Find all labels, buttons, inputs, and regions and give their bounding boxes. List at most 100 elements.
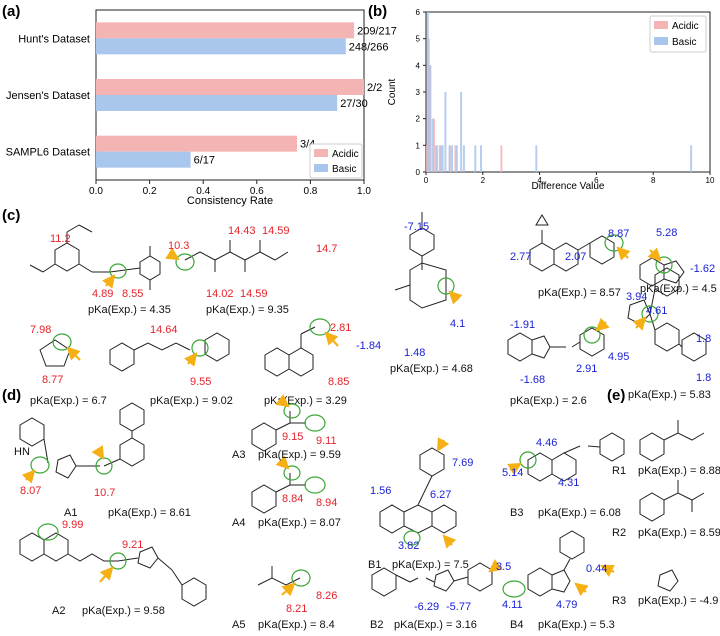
panel-e-structures	[639, 420, 705, 592]
label-B1-4: 3.82	[398, 540, 419, 552]
legend-label-acidic: Acidic	[332, 149, 359, 160]
panel-d-highlight-circles	[30, 403, 537, 598]
chart-b-ylabel: Count	[387, 78, 398, 105]
pka-A4: pKa(Exp.) = 8.07	[258, 517, 341, 529]
pka-A1: pKa(Exp.) = 8.61	[108, 507, 191, 519]
pka-A3: pKa(Exp.) = 9.59	[258, 449, 341, 461]
chart-a-data-label: 2/2	[367, 82, 382, 94]
chart-a-tick-label: 0.0	[89, 186, 103, 197]
label-B3-2: 5.14	[502, 467, 523, 479]
pka-R2: pKa(Exp.) = 8.59	[638, 527, 720, 539]
chart-b-bar-basic	[460, 92, 463, 172]
chart-b-legend: Acidic Basic	[649, 15, 707, 53]
pka-A2: pKa(Exp.) = 9.58	[82, 605, 165, 617]
legend-b-label-acidic: Acidic	[672, 21, 699, 32]
benzimidazole-ring-c9	[507, 332, 533, 362]
imidazole-ring-c9	[531, 335, 551, 359]
label-c10-1: 3.94	[626, 291, 647, 303]
ring-B1-b	[403, 504, 433, 534]
ring-B3-c	[599, 432, 625, 462]
id-R1: R1	[612, 465, 626, 477]
chart-b-bar-acidic	[440, 145, 443, 172]
label-c3-3: -1.84	[356, 340, 381, 352]
label-B1-3: 6.27	[430, 489, 451, 501]
chart-b-bar-acidic	[434, 145, 437, 172]
chart-a-category-label: SAMPL6 Dataset	[6, 147, 90, 159]
pka-A5: pKa(Exp.) = 8.4	[258, 619, 335, 631]
pka-c7: pKa(Exp.) = 9.02	[150, 395, 233, 407]
chart-b-xtick-label: 4	[537, 176, 542, 185]
chart-a-data-label: 27/30	[340, 98, 368, 110]
chart-a-tick-label: 0.2	[143, 186, 157, 197]
chart-b-xtick-label: 6	[594, 176, 599, 185]
pyridine-ring-c9	[579, 327, 605, 357]
label-c5-1: 5.28	[656, 227, 677, 239]
chart-a-xlabel: Consistency Rate	[187, 195, 273, 207]
pyrrole-ring-c5	[663, 260, 685, 284]
piperazine-B1	[419, 447, 445, 477]
label-c3-2: 4.1	[450, 318, 465, 330]
label-B2-2: -6.29	[414, 601, 439, 613]
pyrimidine-ring-c1	[139, 255, 161, 281]
label-B3-3: 4.31	[558, 477, 579, 489]
chart-a-legend: Acidic Basic	[309, 143, 363, 179]
label-c1-1: 11.2	[50, 233, 71, 245]
chart-b-bar-basic	[455, 145, 458, 172]
label-c6-2: 8.77	[42, 374, 63, 386]
morpholine-A1	[119, 402, 145, 432]
chart-b-bar-basic	[435, 145, 438, 172]
ring-A2-c	[181, 577, 207, 607]
label-c3-1: -7.15	[404, 221, 429, 233]
chart-a-category-label: Jensen's Dataset	[6, 90, 90, 102]
id-A1: A1	[64, 507, 77, 519]
chart-a-bar-basic	[96, 95, 338, 111]
naphthalene-ring-a	[264, 347, 290, 377]
panel-c-highlight-circles	[52, 234, 673, 357]
label-c5-2: -1.62	[690, 263, 715, 275]
chart-b-bar-basic	[438, 145, 441, 172]
label-c2-3: 10.3	[168, 240, 189, 252]
chart-b-bar-basic	[431, 118, 434, 172]
succinimide-ring-c6	[39, 339, 71, 367]
ring-B2-a	[371, 567, 397, 597]
chart-b-xlabel: Difference Value	[531, 181, 604, 192]
naphthalene-ring-b	[288, 347, 314, 377]
ring-R2	[639, 492, 665, 522]
label-A4-2: 8.84	[282, 493, 303, 505]
chart-a-bar-basic	[96, 151, 191, 168]
chart-b-bar-basic	[448, 145, 451, 172]
thiazole-A2	[137, 546, 159, 569]
chart-b-bar-basic	[428, 65, 431, 172]
label-c1-3: 8.55	[122, 288, 143, 300]
label-c2-4: 14.7	[316, 243, 337, 255]
label-A5-2: 8.21	[286, 603, 307, 615]
benzene-ring-c1	[54, 242, 80, 272]
chart-b-ytick-label: 5	[416, 35, 421, 44]
chart-b: 0 2 4 6 8 10 0 1 2 3 4 5 6 Difference Value Count Ac…	[387, 8, 715, 192]
label-A3-1: 9.11	[316, 435, 337, 447]
legend-swatch-basic	[314, 164, 328, 172]
chart-b-bar-basic	[444, 92, 447, 172]
chart-b-ytick-label: 0	[416, 168, 421, 177]
chart-b-bar-basic	[441, 145, 444, 172]
label-c3-4: 1.48	[404, 347, 425, 359]
chain-c2	[184, 251, 289, 261]
chart-b-bar-basic	[690, 145, 693, 172]
chart-a-tick-label: 0.4	[196, 186, 210, 197]
ring-A1-a	[19, 417, 45, 447]
pyridine-B2	[467, 562, 493, 592]
label-B4-2: 4.11	[502, 599, 523, 611]
label-c10-3: 4.95	[608, 351, 629, 363]
pka-c5: pKa(Exp.) = 4.5	[640, 283, 717, 295]
chart-a-tick-label: 0.6	[250, 186, 264, 197]
chart-b-ytick-label: 2	[416, 115, 421, 124]
oxadiazole-A1	[55, 454, 77, 479]
panel-label-d: (d)	[2, 387, 21, 404]
label-A3-2: 9.15	[282, 431, 303, 443]
ring-A4	[251, 484, 277, 514]
label-A4-1: 8.94	[316, 497, 337, 509]
pyridine-ring-c3	[409, 262, 447, 309]
label-c4-2: 2.07	[565, 251, 586, 263]
chart-a-tick-label: 0.8	[303, 186, 317, 197]
